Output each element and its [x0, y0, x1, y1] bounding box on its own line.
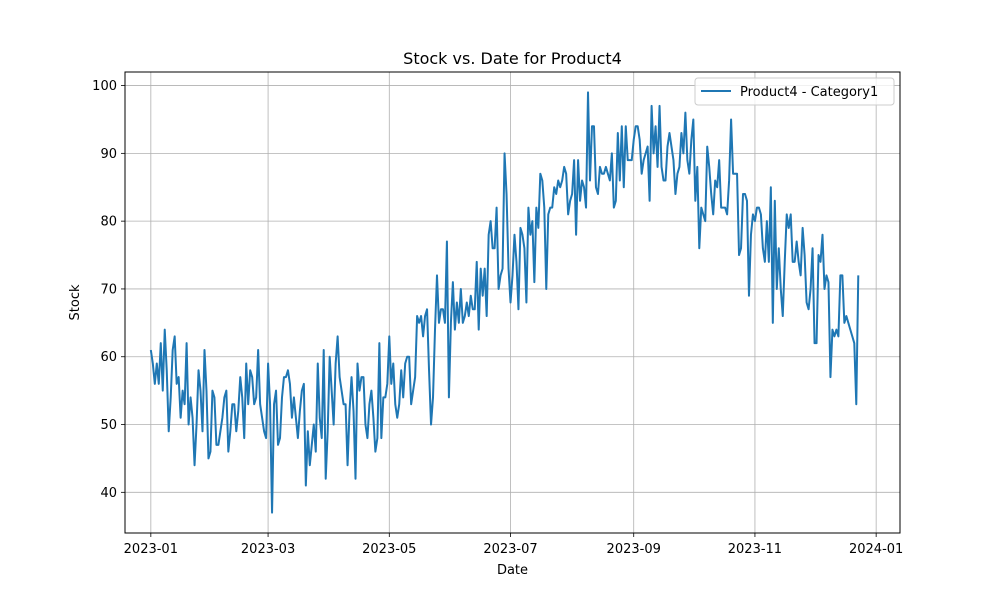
legend-box [694, 77, 895, 106]
y-tick-label: 50 [100, 418, 117, 433]
x-tick-label: 2023-11 [728, 542, 782, 557]
x-tick-label: 2023-05 [362, 542, 416, 557]
x-tick-label: 2024-01 [849, 542, 903, 557]
x-axis-ticks: 2023-01 2023-03 2023-05 2023-07 2023-09 2023-… [124, 533, 903, 557]
legend: Product4 - Category1 [694, 77, 895, 106]
x-axis-label: Date [497, 563, 528, 578]
y-tick-label: 70 [100, 282, 117, 297]
x-tick-label: 2023-09 [607, 542, 661, 557]
x-tick-label: 2023-03 [241, 542, 295, 557]
legend-label: Product4 - Category1 [740, 85, 878, 100]
y-tick-label: 40 [100, 486, 117, 501]
y-tick-label: 100 [92, 79, 117, 94]
series-layer [149, 91, 860, 514]
series-line [149, 91, 860, 514]
y-axis-label: Stock [68, 284, 83, 320]
chart-title: Stock vs. Date for Product4 [403, 49, 622, 68]
y-tick-label: 60 [100, 350, 117, 365]
x-tick-label: 2023-07 [483, 542, 537, 557]
x-tick-label: 2023-01 [124, 542, 178, 557]
y-tick-label: 90 [100, 147, 117, 162]
plot-frame [124, 71, 901, 534]
y-tick-label: 80 [100, 215, 117, 230]
y-axis-ticks: 40 50 60 70 80 90 100 [92, 79, 125, 501]
